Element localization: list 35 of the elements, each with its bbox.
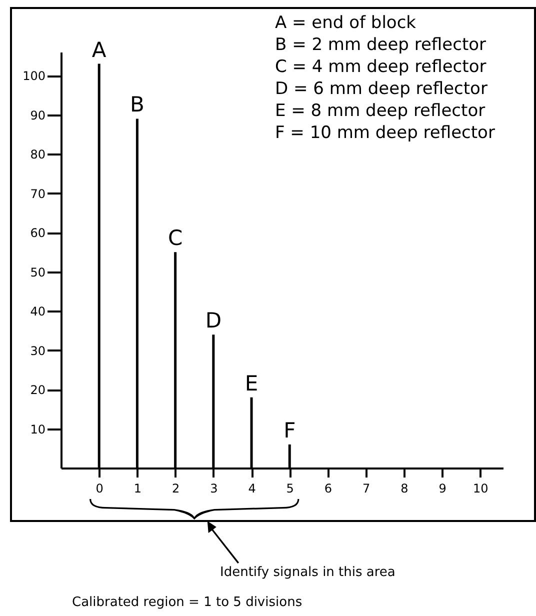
text: A = end of block: [275, 12, 418, 34]
annotation: F = 10 mm deep reflector: [275, 122, 495, 144]
y-tick-label: 50: [30, 265, 46, 280]
x-tick-label: 1: [134, 482, 142, 496]
x-tick-label: 6: [324, 482, 332, 496]
x-tick-label: 2: [172, 482, 180, 496]
x-tick-label: 3: [210, 482, 218, 496]
annotation: F: [284, 418, 296, 442]
x-tick-label: 8: [400, 482, 408, 496]
x-tick-label: 10: [472, 482, 488, 496]
text: Identify signals in this area: [220, 565, 396, 580]
annotation: C = 4 mm deep reflector: [275, 56, 488, 78]
annotation: A: [92, 38, 107, 62]
y-tick-label: 70: [30, 186, 46, 201]
y-tick-label: 100: [22, 69, 46, 84]
y-tick-label: 30: [30, 344, 46, 358]
annotation: B: [130, 92, 144, 117]
annotation: D: [205, 308, 222, 333]
x-tick-label: 7: [362, 482, 370, 496]
x-tick-label: 4: [248, 482, 256, 496]
annotation: C: [168, 226, 183, 250]
y-tick-label: 90: [30, 108, 46, 122]
y-tick-label: 60: [30, 226, 46, 240]
x-tick-label: 0: [96, 482, 104, 496]
y-tick-label: 20: [30, 383, 46, 398]
annotation: E = 8 mm deep reflector: [275, 100, 486, 122]
annotation: E: [244, 371, 258, 396]
y-tick-label: 80: [30, 148, 46, 162]
text: Calibrated region = 1 to 5 divisions: [72, 595, 302, 610]
x-tick-label: 5: [286, 482, 294, 496]
y-tick-label: 10: [30, 422, 46, 436]
y-tick-label: 40: [30, 304, 46, 319]
annotation: D = 6 mm deep reflector: [275, 78, 488, 100]
x-tick-label: 9: [438, 482, 446, 496]
annotation: B = 2 mm deep reflector: [275, 34, 488, 56]
